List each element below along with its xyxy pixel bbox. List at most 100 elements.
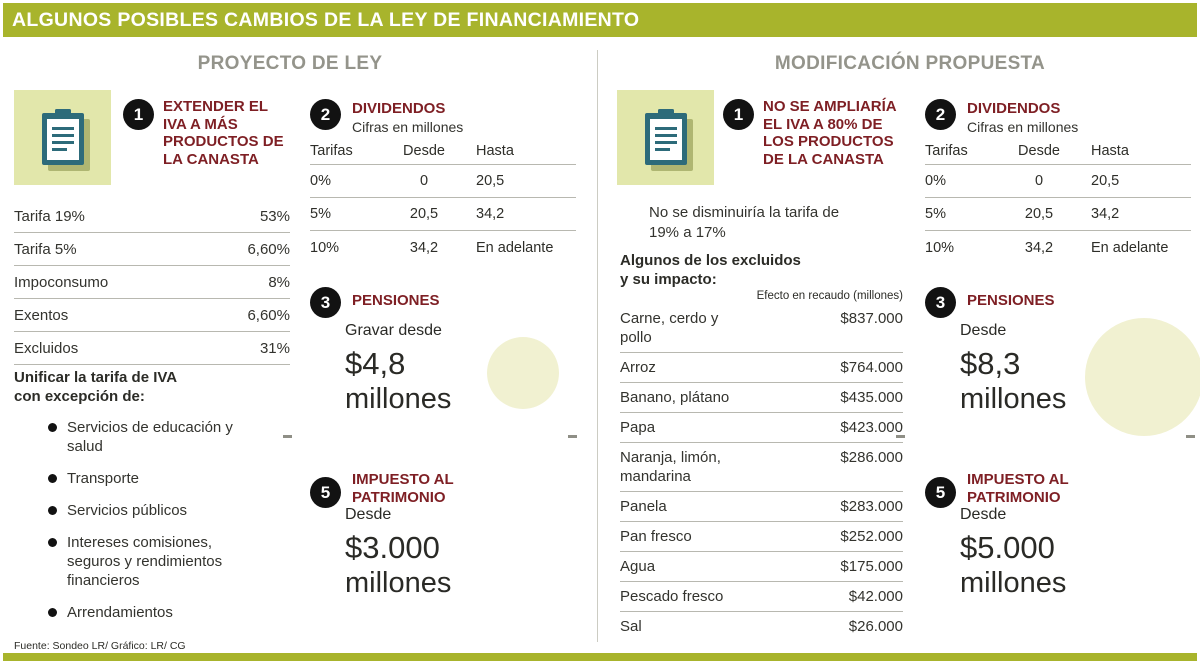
cell: 0%: [925, 173, 946, 189]
amount-lead: Desde: [960, 322, 1007, 339]
amount-unit: millones: [345, 567, 452, 599]
tick-mark: [283, 435, 292, 438]
cell: En adelante: [476, 239, 554, 256]
impact-value: $175.000: [840, 558, 903, 575]
impact-value: $837.000: [840, 310, 903, 327]
impact-value: $423.000: [840, 419, 903, 436]
table-row: 10% 34,2 En adelante: [310, 231, 576, 264]
rate-label: Impoconsumo: [14, 273, 109, 291]
impact-label: Pan fresco: [620, 528, 692, 545]
section-badge-1-right: 1: [723, 99, 754, 130]
table-row: Tarifa 19% 53%: [14, 200, 290, 233]
pensiones-amount-right: Desde $8,3 millones: [960, 322, 1066, 416]
table-row: Impoconsumo 8%: [14, 266, 290, 299]
impact-value: $435.000: [840, 389, 903, 406]
cell: 5%: [310, 206, 331, 222]
cell: 10%: [925, 239, 955, 256]
cell: 5%: [925, 206, 946, 222]
rate-label: Tarifa 5%: [14, 240, 77, 258]
cell: 20,5: [476, 173, 505, 189]
amount-lead: Desde: [345, 506, 392, 523]
cell: 20,5: [409, 206, 439, 222]
bullet-dot: [48, 538, 57, 548]
section-badge-1-left: 1: [123, 99, 154, 130]
cell: 20,5: [1024, 206, 1054, 222]
bullet-text: Servicios de educación y salud: [67, 419, 233, 456]
decorative-circle: [1085, 318, 1200, 436]
table-row: Pescado fresco $42.000: [620, 582, 903, 612]
dividendos-subtitle-left: Cifras en millones: [352, 119, 464, 135]
dividendos-subtitle-right: Cifras en millones: [967, 119, 1079, 135]
table-row: Tarifa 5% 6,60%: [14, 233, 290, 266]
section-title-patrimonio-right: IMPUESTO AL PATRIMONIO: [967, 471, 1069, 506]
table-row: Carne, cerdo y pollo $837.000: [620, 304, 903, 353]
table-row: Banano, plátano $435.000: [620, 383, 903, 413]
section-title-pensiones-left: PENSIONES: [352, 292, 440, 309]
column-header: Hasta: [476, 143, 514, 159]
rate-value: 6,60%: [247, 306, 290, 324]
section-badge-3-right: 3: [925, 287, 956, 318]
cell: 10%: [310, 239, 340, 256]
section-badge-2-left: 2: [310, 99, 341, 130]
decorative-circle: [487, 337, 559, 409]
section-title-iva-right: NO SE AMPLIARÍA EL IVA A 80% DE LOS PROD…: [763, 98, 897, 169]
tick-mark: [896, 435, 905, 438]
bullet-dot: [48, 506, 57, 516]
badge-number: 3: [320, 292, 331, 312]
impact-value: $764.000: [840, 359, 903, 376]
patrimonio-amount-right: Desde $5.000 millones: [960, 506, 1066, 600]
table-row: Agua $175.000: [620, 552, 903, 582]
rate-value: 8%: [268, 273, 290, 291]
table-row: 5% 20,5 34,2: [925, 198, 1191, 231]
cell: 34,2: [1091, 206, 1120, 222]
section-title-dividendos-right: DIVIDENDOS: [967, 100, 1061, 117]
impact-value: $252.000: [840, 528, 903, 545]
impact-value: $42.000: [848, 588, 903, 605]
cell: En adelante: [1091, 239, 1169, 256]
table-row: Arroz $764.000: [620, 353, 903, 383]
amount-value: $5.000: [960, 530, 1055, 565]
section-title-iva-left: EXTENDER EL IVA A MÁS PRODUCTOS DE LA CA…: [163, 98, 284, 169]
table-header-row: Tarifas Desde Hasta: [310, 141, 576, 165]
column-header: Tarifas: [925, 143, 968, 159]
bullet-text: Servicios públicos: [67, 502, 188, 520]
bullet-dot: [48, 608, 57, 618]
page-title: ALGUNOS POSIBLES CAMBIOS DE LA LEY DE FI…: [12, 8, 640, 31]
table-row: Naranja, limón, mandarina $286.000: [620, 443, 903, 492]
footer-bar: [3, 653, 1197, 661]
section-title-dividendos-left: DIVIDENDOS: [352, 100, 446, 117]
column-header: Tarifas: [310, 143, 353, 159]
cell: 0: [1034, 173, 1044, 189]
list-item: Servicios de educación y salud: [48, 418, 248, 456]
table-row: Panela $283.000: [620, 492, 903, 522]
amount-unit: millones: [345, 383, 452, 415]
badge-number: 5: [935, 482, 946, 502]
badge-number: 1: [133, 104, 144, 124]
table-row: Excluidos 31%: [14, 332, 290, 365]
amount-lead: Desde: [960, 506, 1007, 523]
list-item: Servicios públicos: [48, 501, 248, 520]
impact-value: $26.000: [848, 618, 903, 635]
iva-rates-table: Tarifa 19% 53% Tarifa 5% 6,60% Impoconsu…: [14, 200, 290, 365]
impact-label: Banano, plátano: [620, 389, 730, 406]
rate-value: 53%: [259, 207, 290, 225]
list-item: Intereses comisiones, seguros y rendimie…: [48, 533, 248, 590]
iva-note1-right: No se disminuiría la tarifa de 19% a 17%: [649, 204, 840, 241]
amount-value: $8,3: [960, 346, 1021, 381]
cell: 20,5: [1091, 173, 1120, 189]
rate-value: 6,60%: [247, 240, 290, 258]
table-row: Exentos 6,60%: [14, 299, 290, 332]
impact-label: Papa: [620, 419, 656, 436]
amount-value: $3.000: [345, 530, 440, 565]
amount-unit: millones: [960, 567, 1067, 599]
table-row: Sal $26.000: [620, 612, 903, 641]
clipboard-icon-box: [14, 90, 111, 185]
cell: 0: [419, 173, 429, 189]
cell: 34,2: [409, 239, 439, 256]
clipboard-icon: [41, 108, 84, 165]
list-item: Arrendamientos: [48, 603, 248, 622]
impact-label: Arroz: [620, 359, 656, 376]
impact-table-header: Efecto en recaudo (millones): [756, 290, 903, 302]
dividends-table-left: Tarifas Desde Hasta 0% 0 20,5 5% 20,5 34…: [310, 141, 576, 264]
list-item: Transporte: [48, 469, 248, 488]
